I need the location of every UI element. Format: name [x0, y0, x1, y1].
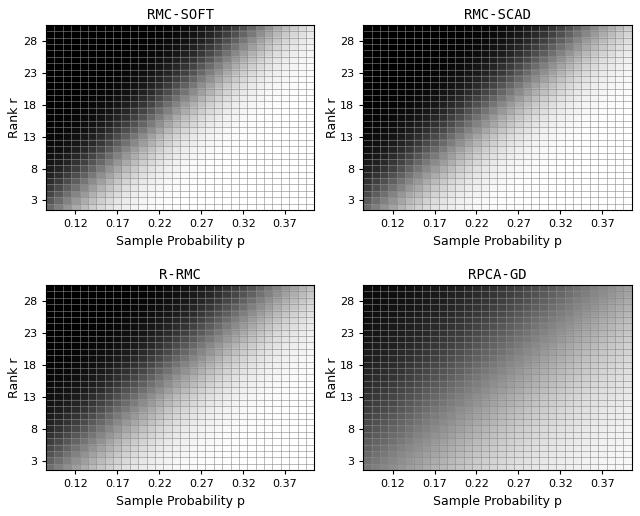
Y-axis label: Rank r: Rank r [8, 357, 21, 398]
Title: RMC-SOFT: RMC-SOFT [147, 8, 214, 22]
X-axis label: Sample Probability p: Sample Probability p [433, 235, 562, 248]
Title: R-RMC: R-RMC [159, 268, 201, 282]
Title: RMC-SCAD: RMC-SCAD [464, 8, 531, 22]
X-axis label: Sample Probability p: Sample Probability p [116, 495, 244, 508]
X-axis label: Sample Probability p: Sample Probability p [433, 495, 562, 508]
Title: RPCA-GD: RPCA-GD [468, 268, 527, 282]
Y-axis label: Rank r: Rank r [326, 357, 339, 398]
Y-axis label: Rank r: Rank r [8, 97, 21, 138]
X-axis label: Sample Probability p: Sample Probability p [116, 235, 244, 248]
Y-axis label: Rank r: Rank r [326, 97, 339, 138]
